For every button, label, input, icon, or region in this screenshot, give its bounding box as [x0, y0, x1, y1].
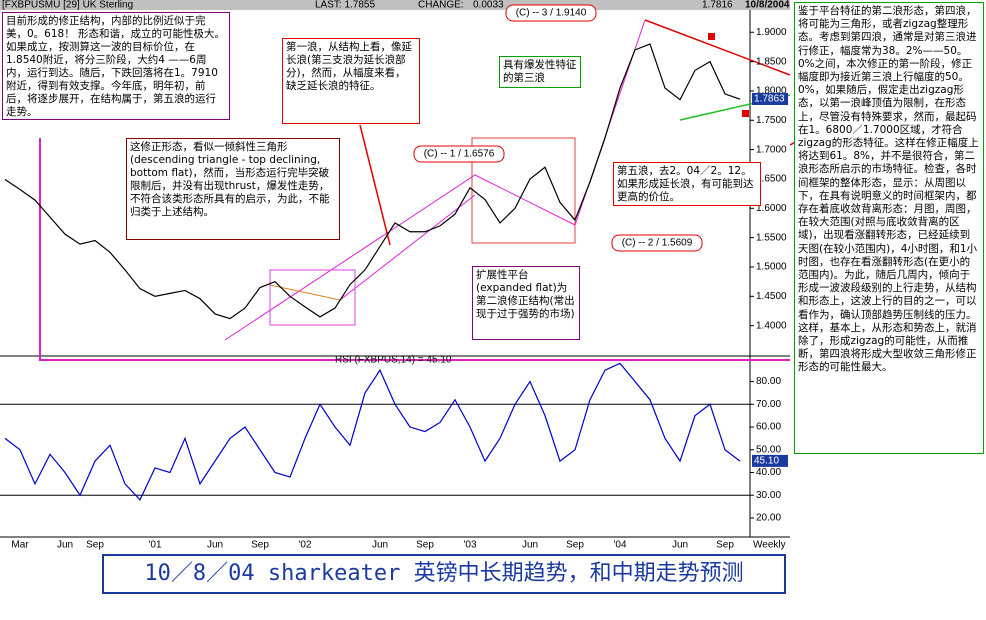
y-tick-label: 1.7500: [756, 115, 787, 126]
arrow: [359, 124, 391, 246]
y-tick-label: 1.4500: [756, 291, 787, 302]
x-tick-label: Sep: [566, 540, 584, 551]
header-date: 10/8/2004: [745, 0, 790, 11]
x-tick-label: '01: [148, 540, 161, 551]
panel-title: RSI (FXBPUS,14) = 45.10: [335, 355, 452, 366]
x-tick-label: Sep: [86, 540, 104, 551]
last-value-label: 45.10: [754, 456, 779, 467]
y-tick-label: 70.00: [756, 399, 781, 410]
wave-label: (C) -- 3 / 1.9140: [516, 8, 587, 19]
y-tick-label: 30.00: [756, 490, 781, 501]
x-tick-label: Jun: [372, 540, 388, 551]
y-tick-label: 60.00: [756, 422, 781, 433]
marker: [742, 110, 749, 117]
last-value-box: [752, 92, 788, 105]
bracket-line: [39, 138, 790, 361]
last-value-label: 1.7863: [754, 94, 785, 105]
right-panel: 鉴于平台特征的第二浪形态，第四浪，将可能为三角形，或者zigzag整理形态。考虑…: [794, 2, 984, 454]
x-tick-label: '04: [613, 540, 626, 551]
annotation: 目前形成的修正结构，内部的比例近似于完美，0。618！ 形态和谐，成立的可能性极…: [2, 12, 230, 120]
y-tick-label: 1.8000: [756, 86, 787, 97]
x-tick-label: Jun: [207, 540, 223, 551]
x-tick-label: Jun: [522, 540, 538, 551]
annotation: 第一浪，从结构上看，像延长浪(第三支浪为延长浪部分)，然而，从幅度来看，缺乏延长…: [282, 38, 420, 124]
wave-label-box: [413, 145, 505, 163]
last-value-box: [752, 454, 788, 467]
price-line: [4, 43, 741, 320]
footer-title: 10／8／04 sharkeater 英镑中长期趋势，和中期走势预测: [102, 554, 786, 594]
x-tick-label: '03: [463, 540, 476, 551]
y-tick-label: 20.00: [756, 513, 781, 524]
header-change: 0.0033: [473, 0, 504, 11]
y-tick-label: 1.9000: [756, 27, 787, 38]
x-axis-label: Weekly: [753, 540, 786, 551]
annotation: 第五浪，去2。04／2。12。如果形成延长浪，有可能到达更高的价位。: [613, 162, 761, 206]
x-tick-label: Jun: [57, 540, 73, 551]
channel-line: [339, 194, 476, 301]
y-tick-label: 80.00: [756, 376, 781, 387]
wave-label-box: [611, 234, 703, 252]
header-symbol: [FXBPUSMU [29] UK Sterling: [2, 0, 133, 11]
y-tick-label: 1.5500: [756, 232, 787, 243]
y-tick-label: 1.6500: [756, 174, 787, 185]
y-tick-label: 1.8500: [756, 56, 787, 67]
wave-label: (C) -- 1 / 1.6576: [424, 149, 495, 160]
y-tick-label: 1.7000: [756, 144, 787, 155]
y-tick-label: 1.6000: [756, 203, 787, 214]
x-tick-label: '02: [298, 540, 311, 551]
wave-label-box: [505, 4, 597, 22]
y-tick-label: 1.5000: [756, 262, 787, 273]
price-line: [4, 362, 741, 501]
x-tick-label: Mar: [11, 540, 29, 551]
x-tick-label: Sep: [716, 540, 734, 551]
annotation: 扩展性平台(expanded flat)为第二浪修正结构(常出现于过于强势的市场…: [472, 266, 580, 340]
wave-label: (C) -- 2 / 1.5609: [622, 238, 693, 249]
header-price: 1.7816: [702, 0, 733, 11]
y-tick-label: 40.00: [756, 467, 781, 478]
header-bar: [0, 0, 790, 10]
x-tick-label: Jun: [672, 540, 688, 551]
highlight-box: [471, 137, 576, 244]
y-tick-label: 1.4000: [756, 320, 787, 331]
header-last: LAST: 1.7855: [315, 0, 375, 11]
annotation: 这修正形态，看似一倾斜性三角形(descending triangle - to…: [126, 138, 340, 240]
x-tick-label: Sep: [251, 540, 269, 551]
trend-line: [644, 19, 791, 76]
x-tick-label: Sep: [416, 540, 434, 551]
header-change-label: CHANGE:: [418, 0, 464, 11]
y-tick-label: 50.00: [756, 444, 781, 455]
marker: [708, 33, 715, 40]
annotation: 具有爆发性特征的第三浪: [499, 56, 581, 88]
highlight-box: [269, 269, 356, 326]
